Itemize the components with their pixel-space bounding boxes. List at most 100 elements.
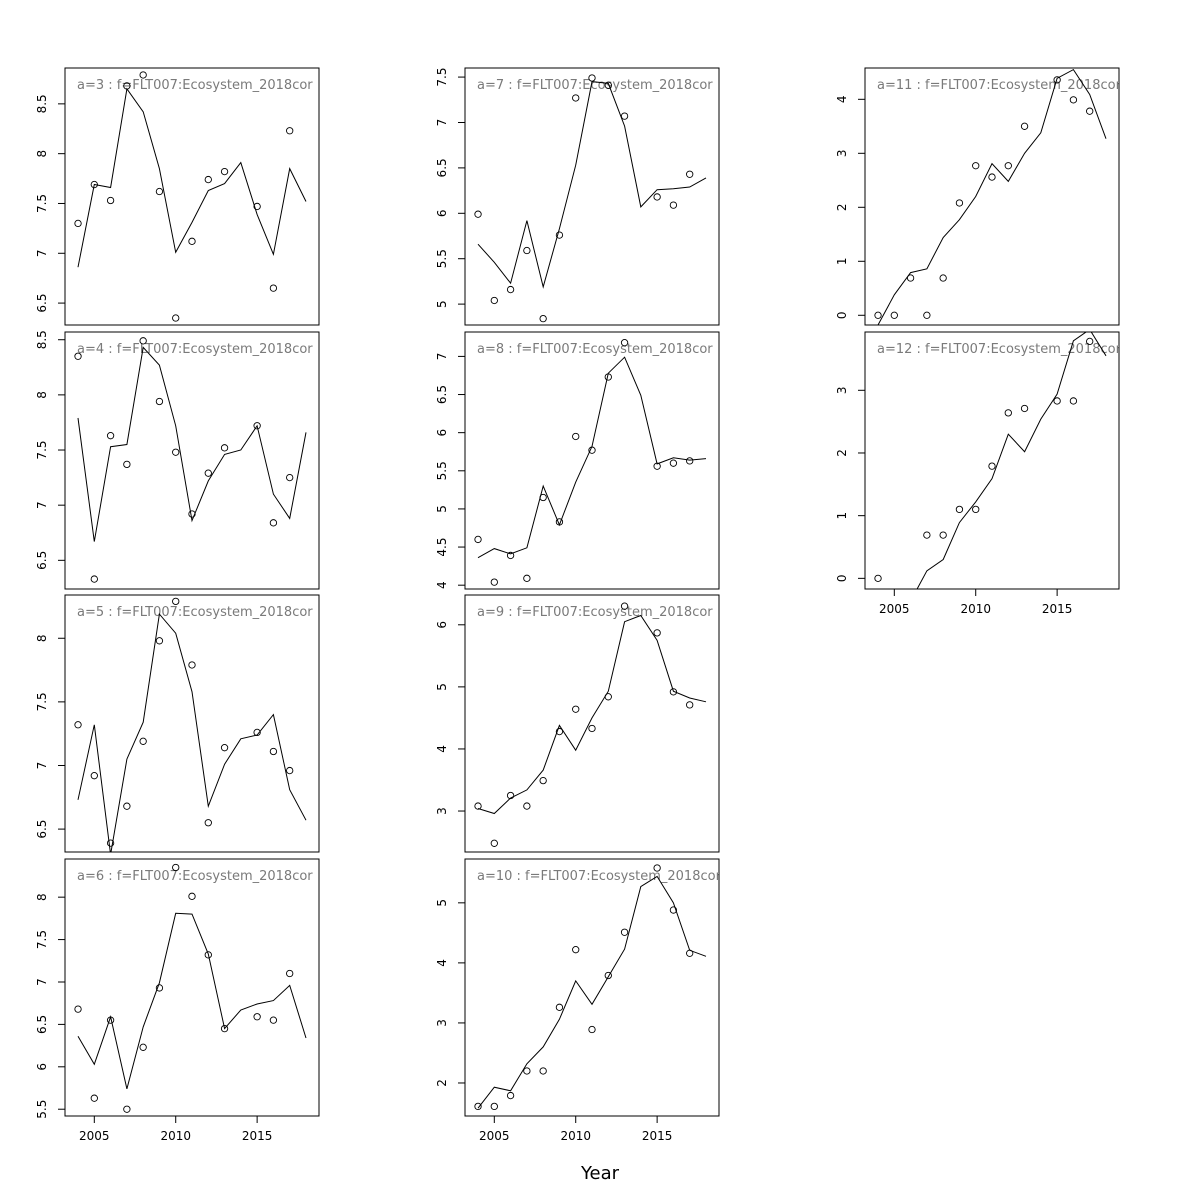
observed-point (1020, 404, 1029, 413)
observed-point (555, 518, 564, 526)
fitted-line (477, 356, 707, 559)
observed-point (155, 984, 164, 992)
y-tick-label: 5 (435, 300, 449, 308)
panel-frame (464, 594, 720, 853)
panel-title: a=3 : f=FLT007:Ecosystem_2018cor (77, 78, 313, 93)
y-tick-label: 0 (835, 311, 849, 319)
y-tick-label: 3 (435, 807, 449, 815)
observed-point (220, 744, 229, 752)
y-tick-label: 6.5 (35, 820, 49, 839)
y-tick-label: 7 (435, 119, 449, 127)
y-tick-label: 5 (435, 899, 449, 907)
y-tick-label: 4 (435, 959, 449, 967)
observed-point (572, 705, 580, 713)
observed-point (923, 531, 931, 539)
observed-point (253, 1013, 261, 1021)
panel-9: a=11 : f=FLT007:Ecosystem_2018cor 0 1 2 3 4 (835, 67, 1120, 326)
observed-point (490, 1102, 498, 1111)
observed-point (890, 311, 898, 319)
fitted-line (477, 875, 707, 1109)
observed-point (523, 1067, 531, 1075)
observed-point (506, 791, 515, 800)
observed-point (939, 274, 947, 282)
y-tick-label: 6.5 (35, 1015, 49, 1034)
fitted-line (877, 68, 1107, 325)
y-tick-label: 8 (35, 893, 49, 901)
y-tick-label: 6.5 (35, 294, 49, 313)
observed-point (204, 469, 212, 477)
y-tick-label: 0 (835, 575, 849, 583)
x-tick-label: 2010 (160, 1129, 191, 1143)
observed-point (220, 167, 229, 176)
observed-point (204, 175, 212, 184)
y-tick-label: 5.5 (35, 1100, 49, 1119)
panel-frame (864, 67, 1120, 326)
panel-frame (64, 331, 320, 590)
fitted-line (77, 87, 307, 268)
y-tick-label: 6.5 (35, 551, 49, 570)
observed-point (523, 574, 531, 582)
panel-1: a=3 : f=FLT007:Ecosystem_2018cor 6.5 7 7.5 8… (35, 67, 320, 326)
observed-point (523, 802, 531, 810)
observed-point (1053, 76, 1061, 84)
observed-point (172, 863, 180, 872)
y-tick-label: 7 (35, 501, 49, 509)
observed-point (555, 727, 564, 736)
panel-10: a=12 : f=FLT007:Ecosystem_2018cor 0 1 2 3 200… (835, 331, 1120, 616)
observed-point (204, 819, 212, 827)
panel-title: a=4 : f=FLT007:Ecosystem_2018cor (77, 342, 313, 357)
observed-point (604, 81, 612, 89)
observed-point (539, 493, 547, 502)
fitted-line (77, 346, 307, 542)
y-tick-label: 7.5 (35, 194, 49, 213)
x-tick-label: 2015 (242, 1129, 273, 1143)
observed-point (139, 71, 147, 79)
y-tick-label: 8 (35, 391, 49, 399)
y-tick-label: 3 (435, 1019, 449, 1027)
observed-point (106, 1016, 115, 1024)
panel-frame (64, 858, 320, 1117)
x-tick-label: 2015 (642, 1129, 673, 1143)
panel-title: a=6 : f=FLT007:Ecosystem_2018cor (77, 869, 313, 884)
observed-point (923, 311, 931, 319)
observed-point (588, 446, 596, 454)
observed-point (686, 701, 694, 709)
observed-point (939, 531, 947, 539)
observed-point (669, 459, 678, 467)
observed-point (474, 802, 482, 810)
observed-point (1086, 337, 1094, 346)
observed-point (123, 82, 131, 90)
observed-point (1086, 107, 1094, 115)
panel-frame (64, 594, 320, 853)
observed-point (286, 969, 294, 978)
observed-point (555, 1003, 564, 1011)
observed-point (874, 574, 882, 582)
panel-title: a=8 : f=FLT007:Ecosystem_2018cor (477, 342, 713, 357)
x-axis-title: Year (580, 1163, 620, 1184)
observed-point (139, 737, 147, 745)
observed-point (253, 728, 261, 737)
x-tick-label: 2005 (79, 1129, 110, 1143)
y-tick-label: 7 (435, 353, 449, 361)
observed-point (286, 473, 294, 482)
observed-point (474, 535, 482, 544)
y-tick-label: 7.5 (35, 440, 49, 459)
observed-point (106, 432, 115, 440)
y-tick-label: 5.5 (435, 461, 449, 480)
observed-point (220, 444, 229, 452)
fitted-line (77, 912, 307, 1090)
observed-point (653, 193, 661, 201)
y-tick-label: 8 (35, 150, 49, 158)
panel-4: a=6 : f=FLT007:Ecosystem_2018cor 5.5 6 6.5 7… (35, 858, 320, 1143)
observed-point (90, 772, 98, 780)
y-tick-label: 6 (435, 621, 449, 629)
panel-frame (864, 331, 1120, 590)
observed-point (269, 1016, 278, 1024)
panel-2: a=4 : f=FLT007:Ecosystem_2018cor 6.5 7 7.5 8… (35, 330, 320, 590)
observed-point (506, 285, 515, 294)
panel-title: a=10 : f=FLT007:Ecosystem_2018cor (477, 869, 722, 884)
observed-point (204, 951, 212, 959)
observed-point (653, 629, 661, 637)
observed-point (90, 575, 98, 583)
observed-point (955, 505, 964, 514)
